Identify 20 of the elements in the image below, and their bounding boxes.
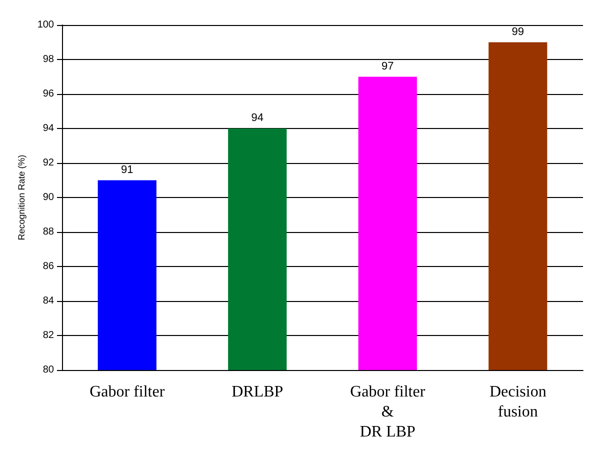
- data-label: 99: [512, 26, 524, 38]
- y-tick-label: 98: [42, 54, 54, 65]
- data-label: 94: [251, 112, 264, 124]
- y-tick-label: 100: [37, 20, 54, 30]
- y-tick-label: 86: [42, 261, 54, 272]
- y-axis-title: Recognition Rate (%): [16, 154, 26, 240]
- x-tick-label: Decision fusion: [489, 384, 546, 420]
- data-label: 97: [382, 60, 394, 72]
- y-tick-label: 80: [42, 364, 54, 376]
- y-tick-label: 94: [42, 123, 54, 134]
- y-tick-label: 84: [42, 296, 54, 306]
- x-tick-label: Gabor filter & DR LBP: [350, 384, 426, 440]
- y-tick-label: 88: [42, 226, 54, 238]
- x-tick-label: DRLBP: [232, 384, 284, 400]
- data-label: 91: [121, 164, 134, 176]
- y-tick-label: 96: [42, 88, 54, 100]
- x-tick-label: Gabor filter: [90, 384, 166, 400]
- y-tick-label: 82: [42, 330, 54, 341]
- y-tick-label: 90: [42, 192, 54, 203]
- y-tick-label: 92: [42, 158, 54, 168]
